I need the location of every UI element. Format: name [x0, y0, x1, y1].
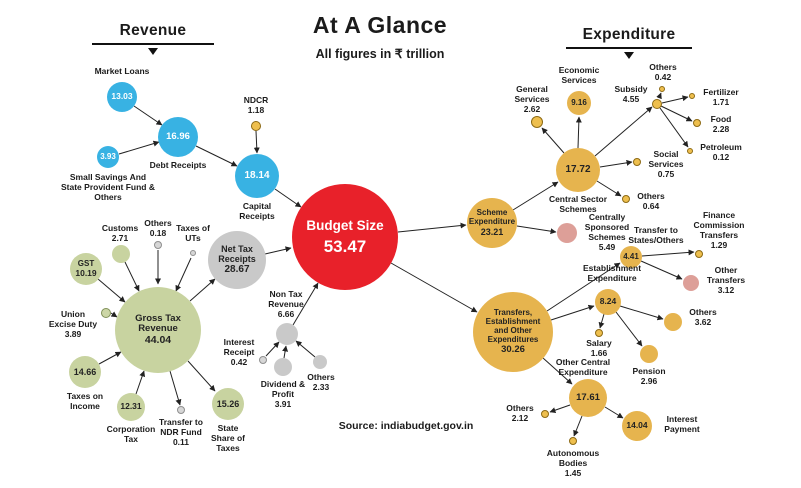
label-salary: Salary 1.66 — [586, 338, 612, 359]
label-centrally-sponsored-schemes: Centrally Sponsored Schemes 5.49 — [584, 212, 630, 253]
bubble-centrally-sponsored-schemes — [557, 223, 577, 243]
label-finance-commission: Finance Commission Transfers 1.29 — [693, 210, 745, 251]
dot-others-central-sector — [622, 195, 630, 203]
revenue-underline — [92, 43, 214, 45]
label-dividend-profit: Dividend & Profit 3.91 — [260, 379, 306, 410]
dot-salary — [595, 329, 603, 337]
bubble-state-share: 15.26 — [212, 388, 244, 420]
label-others-subsidy: Others 0.42 — [649, 62, 677, 83]
bubble-transfers-establishment: Transfers, Establishment and Other Expen… — [473, 292, 553, 372]
label-ndcr: NDCR 1.18 — [243, 95, 269, 116]
bubble-net-tax-receipts: Net Tax Receipts 28.67 — [208, 231, 266, 289]
label-others-non-tax: Others 2.33 — [307, 372, 335, 393]
label-establishment-expenditure: Establishment Expenditure — [582, 263, 642, 284]
bubble-corporation-tax: 12.31 — [117, 393, 145, 421]
bubble-taxes-on-income: 14.66 — [69, 356, 101, 388]
bubble-non-tax-revenue — [276, 323, 298, 345]
page-title: At A Glance — [312, 12, 448, 38]
label-corporation-tax: Corporation Tax — [106, 424, 156, 445]
dot-general-services — [531, 116, 543, 128]
bubble-budget-size: Budget Size 53.47 — [292, 184, 398, 290]
expenditure-heading: Expenditure — [582, 26, 676, 43]
label-pension: Pension 2.96 — [632, 366, 666, 387]
bubble-others-non-tax — [313, 355, 327, 369]
dot-ndcr — [251, 121, 261, 131]
revenue-section-header: Revenue — [92, 22, 214, 55]
label-interest-receipt: Interest Receipt 0.42 — [223, 337, 255, 368]
dot-subsidy — [652, 99, 662, 109]
label-food: Food 2.28 — [710, 114, 732, 135]
label-general-services: General Services 2.62 — [514, 84, 550, 115]
bubble-customs — [112, 245, 130, 263]
label-autonomous-bodies: Autonomous Bodies 1.45 — [546, 448, 600, 479]
bubble-dividend-profit — [274, 358, 292, 376]
bubble-small-savings: 3.93 — [97, 146, 119, 168]
label-union-excise-duty: Union Excise Duty 3.89 — [48, 309, 98, 340]
dot-autonomous-bodies — [569, 437, 577, 445]
label-capital-receipts: Capital Receipts — [239, 201, 275, 222]
label-social-services: Social Services 0.75 — [648, 149, 684, 180]
bubble-economic-services: 9.16 — [567, 91, 591, 115]
label-subsidy: Subsidy 4.55 — [614, 84, 648, 105]
expenditure-underline — [566, 47, 692, 49]
label-transfer-ndr: Transfer to NDR Fund 0.11 — [159, 417, 203, 448]
bubble-debt-receipts: 16.96 — [158, 117, 198, 157]
down-arrow-icon — [148, 48, 158, 55]
bubble-other-transfers — [683, 275, 699, 291]
label-taxes-on-income: Taxes on Income — [66, 391, 104, 412]
label-economic-services: Economic Services — [558, 65, 600, 86]
label-transfer-to-states: Transfer to States/Others — [628, 225, 684, 246]
bubble-pension — [640, 345, 658, 363]
bubble-gross-tax-revenue: Gross Tax Revenue 44.04 — [115, 287, 201, 373]
label-market-loans: Market Loans — [94, 66, 150, 76]
dot-taxes-of-uts — [190, 250, 196, 256]
bubble-others-establishment — [664, 313, 682, 331]
dot-others-other-central — [541, 410, 549, 418]
dot-finance-commission — [695, 250, 703, 258]
label-small-savings: Small Savings And State Provident Fund &… — [61, 172, 155, 203]
label-non-tax-revenue: Non Tax Revenue 6.66 — [268, 289, 304, 320]
dot-transfer-ndr — [177, 406, 185, 414]
label-central-sector-schemes: Central Sector Schemes — [548, 194, 608, 215]
label-other-central-expenditure: Other Central Expenditure — [555, 357, 611, 378]
label-others-other-central: Others 2.12 — [506, 403, 534, 424]
label-others-establishment: Others 3.62 — [689, 307, 717, 328]
label-state-share: State Share of Taxes — [210, 423, 245, 454]
bubble-gst: GST 10.19 — [70, 253, 102, 285]
dot-petroleum — [687, 148, 693, 154]
label-taxes-of-uts: Taxes of UTs — [176, 223, 210, 244]
expenditure-section-header: Expenditure — [566, 26, 692, 59]
page-subtitle: All figures in ₹ trillion — [315, 47, 445, 61]
bubble-establishment-expenditure: 8.24 — [595, 289, 621, 315]
bubble-central-sector-schemes: 17.72 — [556, 148, 600, 192]
bubble-interest-payment: 14.04 — [622, 411, 652, 441]
revenue-heading: Revenue — [119, 22, 187, 39]
label-others-minor: Others 0.18 — [144, 218, 172, 239]
bubble-market-loans: 13.03 — [107, 82, 137, 112]
bubble-other-central-expenditure: 17.61 — [569, 379, 607, 417]
dot-others-minor — [154, 241, 162, 249]
dot-food — [693, 119, 701, 127]
label-fertilizer: Fertilizer 1.71 — [703, 87, 739, 108]
label-interest-payment: Interest Payment — [664, 414, 700, 435]
dot-union-excise-duty — [101, 308, 111, 318]
bubble-scheme-expenditure: Scheme Expenditure 23.21 — [467, 198, 517, 248]
bubble-capital-receipts: 18.14 — [235, 154, 279, 198]
label-other-transfers: Other Transfers 3.12 — [706, 265, 746, 296]
label-customs: Customs 2.71 — [101, 223, 139, 244]
label-others-central-sector: Others 0.64 — [637, 191, 665, 212]
label-petroleum: Petroleum 0.12 — [700, 142, 742, 163]
label-debt-receipts: Debt Receipts — [149, 160, 207, 170]
dot-fertilizer — [689, 93, 695, 99]
dot-interest-receipt — [259, 356, 267, 364]
dot-social-services — [633, 158, 641, 166]
down-arrow-icon — [624, 52, 634, 59]
bubble-transfer-to-states: 4.41 — [620, 246, 642, 268]
dot-others-subsidy — [659, 86, 665, 92]
source-credit: Source: indiabudget.gov.in — [338, 420, 474, 432]
